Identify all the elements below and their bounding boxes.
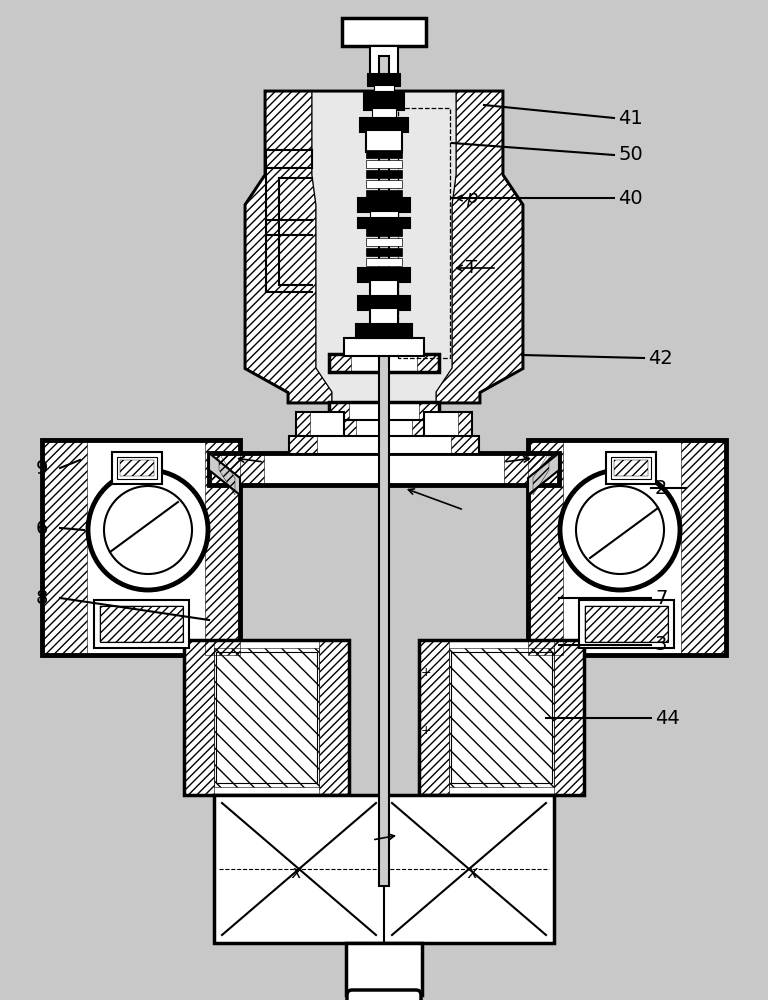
Bar [319, 640, 349, 795]
Bar [366, 150, 402, 158]
Bar [614, 460, 648, 476]
Bar [504, 453, 559, 485]
Bar [370, 211, 398, 219]
Bar [214, 795, 554, 943]
Bar [112, 452, 162, 484]
Text: x: x [467, 864, 477, 882]
Bar [366, 180, 402, 188]
Text: p: p [465, 189, 477, 207]
Bar [364, 92, 404, 110]
Bar [358, 198, 410, 212]
Text: +: + [421, 666, 432, 678]
Text: 3: 3 [655, 636, 667, 654]
Polygon shape [246, 92, 522, 402]
Bar [329, 402, 439, 422]
Text: 2: 2 [655, 479, 667, 497]
Bar [117, 457, 157, 479]
Bar [370, 280, 398, 298]
Bar [382, 56, 386, 886]
Text: 9: 9 [35, 458, 48, 478]
Text: 41: 41 [618, 108, 643, 127]
Circle shape [560, 470, 680, 590]
Text: 50: 50 [618, 145, 643, 164]
Text: 40: 40 [618, 188, 643, 208]
Bar [366, 258, 402, 266]
Bar [419, 640, 584, 795]
Bar [366, 130, 402, 152]
Bar [356, 324, 412, 338]
Bar [329, 354, 439, 372]
Bar [451, 652, 552, 783]
Bar [370, 308, 398, 326]
Bar [424, 412, 472, 437]
Bar [366, 190, 402, 198]
Bar [374, 85, 394, 93]
Bar [120, 460, 154, 476]
Polygon shape [436, 92, 522, 402]
Text: x: x [291, 864, 301, 882]
Bar [184, 640, 349, 795]
FancyBboxPatch shape [347, 990, 421, 1000]
Bar [358, 296, 410, 310]
Bar [412, 420, 426, 438]
Bar [379, 56, 389, 886]
Text: 7: 7 [655, 588, 667, 607]
Bar [209, 453, 264, 485]
Bar [289, 436, 317, 454]
Bar [419, 402, 439, 422]
Bar [296, 412, 344, 437]
Bar [368, 74, 400, 86]
Bar [370, 46, 398, 76]
Text: 6: 6 [35, 518, 48, 538]
Bar [579, 600, 674, 648]
Bar [209, 453, 559, 485]
Bar [366, 238, 402, 246]
Bar [289, 436, 479, 454]
Bar [94, 600, 189, 648]
Bar [419, 640, 449, 795]
Bar [449, 648, 554, 787]
Text: T: T [466, 259, 477, 277]
Text: 44: 44 [655, 708, 680, 728]
Bar [216, 652, 317, 783]
Bar [342, 420, 356, 438]
Polygon shape [246, 92, 332, 402]
Bar [372, 108, 396, 118]
Bar [342, 18, 426, 46]
Bar [184, 640, 214, 795]
Circle shape [88, 470, 208, 590]
Polygon shape [312, 92, 456, 402]
Text: +: + [421, 724, 432, 736]
Text: 8: 8 [35, 588, 48, 607]
Polygon shape [528, 453, 559, 495]
Bar [214, 648, 319, 787]
Bar [344, 338, 424, 356]
Bar [329, 354, 351, 372]
Bar [417, 354, 439, 372]
Polygon shape [209, 453, 240, 495]
Bar [366, 248, 402, 256]
Bar [329, 402, 349, 422]
Bar [346, 943, 422, 995]
Bar [360, 118, 408, 132]
Bar [606, 452, 656, 484]
Bar [100, 606, 183, 642]
Bar [42, 440, 240, 655]
Bar [398, 108, 450, 358]
Bar [528, 440, 726, 655]
Bar [358, 268, 410, 282]
Bar [554, 640, 584, 795]
Bar [458, 412, 472, 437]
Bar [358, 218, 410, 228]
Bar [342, 420, 426, 438]
Bar [451, 436, 479, 454]
Bar [611, 457, 651, 479]
Bar [585, 606, 668, 642]
Bar [366, 160, 402, 168]
Bar [366, 170, 402, 178]
Bar [366, 228, 402, 236]
Bar [296, 412, 310, 437]
Text: 42: 42 [648, 349, 673, 367]
